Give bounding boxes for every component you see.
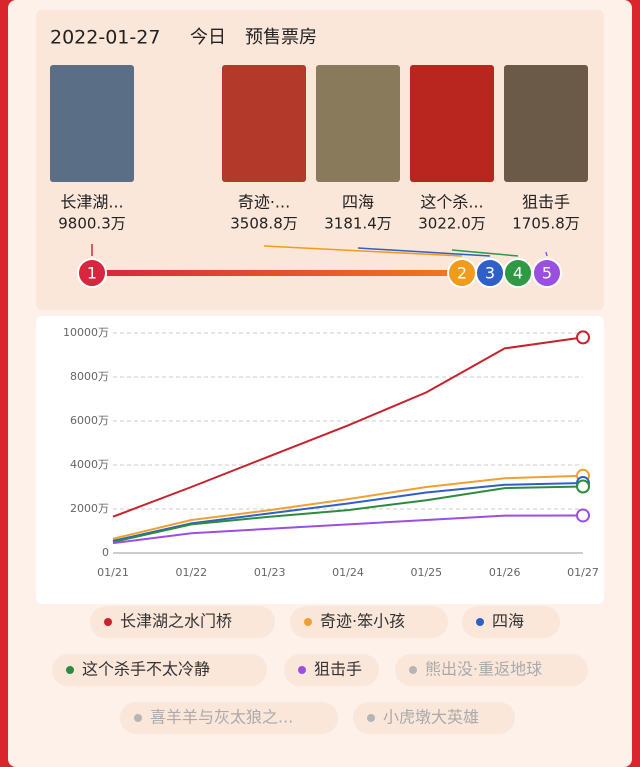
y-tick-label: 6000万 <box>70 414 109 427</box>
legend-pill[interactable] <box>395 654 588 686</box>
legend-label: 喜羊羊与灰太狼之... <box>150 708 293 727</box>
legend-label: 长津湖之水门桥 <box>120 612 232 631</box>
poster <box>316 65 400 182</box>
poster <box>50 65 134 182</box>
header-title: 预售票房 <box>245 27 317 48</box>
legend-pill[interactable] <box>90 606 275 638</box>
legend-dot <box>409 666 417 674</box>
legend-pill[interactable] <box>290 606 448 638</box>
legend-dot <box>66 666 74 674</box>
rank-bar <box>92 270 462 276</box>
header-today: 今日 <box>190 27 226 48</box>
legend-dot <box>476 618 484 626</box>
header-date: 2022-01-27 <box>50 27 160 49</box>
y-tick-label: 2000万 <box>70 502 109 515</box>
x-tick-label: 01/27 <box>567 566 599 579</box>
movie-gross: 3508.8万 <box>230 215 298 233</box>
movie-name: 狙击手 <box>522 193 570 212</box>
connector <box>357 247 491 257</box>
movie-gross: 3022.0万 <box>418 215 486 233</box>
legend-label: 四海 <box>492 612 524 631</box>
movie-name: 四海 <box>342 193 374 212</box>
legend-label: 熊出没·重返地球 <box>425 660 542 679</box>
legend-dot <box>298 666 306 674</box>
y-tick-label: 4000万 <box>70 458 109 471</box>
legend-pill[interactable] <box>353 702 515 734</box>
legend-label: 小虎墩大英雄 <box>383 708 479 727</box>
legend-pill[interactable] <box>462 606 560 638</box>
series-line <box>112 336 584 518</box>
poster <box>504 65 588 182</box>
poster <box>222 65 306 182</box>
connector <box>545 251 548 257</box>
legend-dot <box>367 714 375 722</box>
legend-pill[interactable] <box>52 654 267 686</box>
end-marker <box>576 508 590 523</box>
series-line <box>112 514 584 545</box>
legend-pill[interactable] <box>284 654 379 686</box>
x-tick-label: 01/21 <box>97 566 129 579</box>
x-tick-label: 01/25 <box>410 566 442 579</box>
series-line <box>112 482 584 542</box>
x-tick-label: 01/23 <box>254 566 286 579</box>
y-tick-label: 10000万 <box>63 326 109 339</box>
rank-number: 4 <box>513 264 523 283</box>
y-tick-label: 0 <box>102 546 109 559</box>
connector <box>451 249 519 257</box>
movie-gross: 9800.3万 <box>58 215 126 233</box>
x-tick-label: 01/24 <box>332 566 364 579</box>
rank-number: 1 <box>87 264 97 283</box>
rank-number: 5 <box>542 264 552 283</box>
legend-dot <box>134 714 142 722</box>
legend-label: 这个杀手不太冷静 <box>82 660 210 679</box>
rank-circle <box>532 258 562 288</box>
movie-gross: 3181.4万 <box>324 215 392 233</box>
legend-pill[interactable] <box>120 702 338 734</box>
poster <box>410 65 494 182</box>
movie-gross: 1705.8万 <box>512 215 580 233</box>
x-tick-label: 01/26 <box>489 566 521 579</box>
series-line <box>112 485 584 543</box>
legend-dot <box>304 618 312 626</box>
series-line <box>112 474 584 540</box>
end-marker <box>576 479 590 494</box>
movie-name: 长津湖... <box>60 193 123 212</box>
movie-name: 奇迹·... <box>238 193 290 212</box>
end-marker <box>576 330 590 345</box>
connector <box>263 245 463 257</box>
y-tick-label: 8000万 <box>70 370 109 383</box>
movie-name: 这个杀... <box>420 193 483 212</box>
x-tick-label: 01/22 <box>175 566 207 579</box>
rank-number: 2 <box>457 264 467 283</box>
legend-label: 狙击手 <box>314 660 362 679</box>
rank-number: 3 <box>485 264 495 283</box>
chart-card <box>36 316 604 604</box>
rank-circle <box>77 258 107 288</box>
legend-dot <box>104 618 112 626</box>
legend-label: 奇迹·笨小孩 <box>320 612 405 631</box>
